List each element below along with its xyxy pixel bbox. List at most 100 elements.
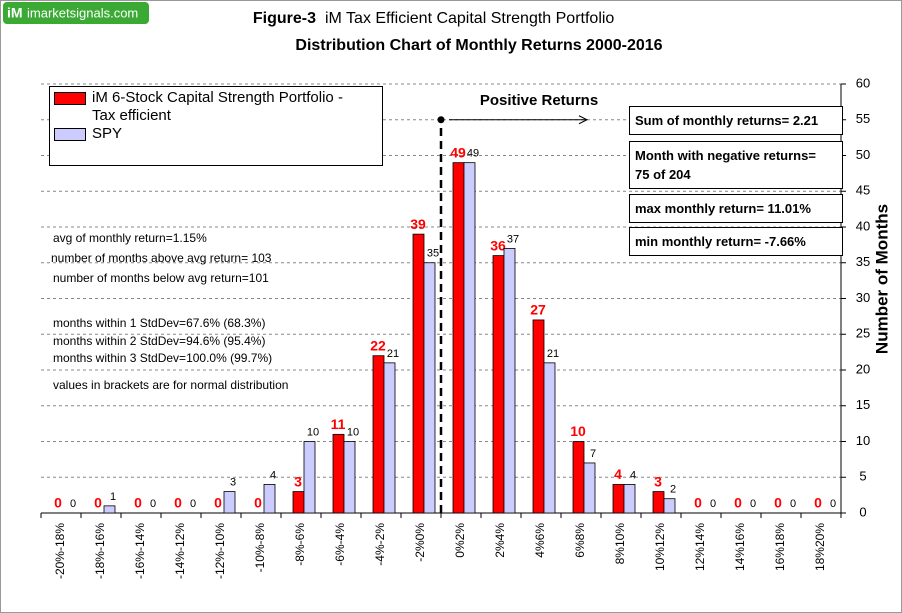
data-label: 22 — [370, 337, 386, 353]
bar — [292, 491, 305, 514]
stat-box: Month with negative returns= 75 of 204 — [629, 141, 843, 189]
x-tick-label: -14%-12% — [173, 523, 187, 579]
y-tick-label: 0 — [859, 504, 866, 519]
y-tick-label: 40 — [856, 218, 870, 233]
bar — [503, 248, 516, 514]
x-tick-label: -2%0% — [413, 523, 427, 562]
note: avg of monthly return=1.15% — [53, 231, 207, 245]
data-label: 0 — [710, 498, 716, 510]
x-tick-label: 14%16% — [733, 523, 747, 571]
note: months within 2 StdDev=94.6% (95.4%) — [53, 334, 265, 348]
x-tick-label: -6%-4% — [333, 523, 347, 566]
x-tick-label: -20%-18% — [53, 523, 67, 579]
y-axis-label: Number of Months — [872, 204, 891, 354]
y-tick-label: 45 — [856, 183, 870, 198]
data-label: 0 — [174, 495, 182, 511]
data-label: 7 — [590, 448, 596, 460]
data-label: 39 — [410, 216, 426, 232]
y-tick-label: 20 — [856, 361, 870, 376]
x-tick-label: 6%8% — [573, 523, 587, 558]
y-tick-label: 5 — [859, 469, 866, 484]
data-label: 27 — [530, 302, 546, 318]
note: number of months below avg return=101 — [53, 271, 269, 285]
bar — [532, 319, 545, 514]
data-label: 0 — [54, 495, 62, 511]
x-tick-label: 12%14% — [693, 523, 707, 571]
bar — [652, 491, 665, 514]
bar — [663, 498, 676, 514]
logo-site: imarketsignals.com — [27, 5, 138, 20]
y-tick-label: 55 — [856, 111, 870, 126]
bar — [103, 505, 116, 514]
stat-box: max monthly return= 11.01% — [629, 194, 843, 223]
data-label: 0 — [750, 498, 756, 510]
logo-mark: iM — [7, 5, 23, 21]
bar — [612, 483, 625, 514]
x-tick-label: 18%20% — [813, 523, 827, 571]
legend: iM 6-Stock Capital Strength Portfolio - … — [49, 86, 383, 166]
bar — [623, 483, 636, 514]
y-tick-label: 10 — [856, 433, 870, 448]
data-label: 4 — [630, 469, 636, 481]
data-label: 10 — [347, 426, 359, 438]
data-label: 0 — [254, 495, 262, 511]
legend-swatch — [54, 92, 86, 105]
stat-text: 75 of 204 — [635, 167, 691, 182]
data-label: 21 — [547, 348, 559, 360]
x-tick-label: -12%-10% — [213, 523, 227, 579]
data-label: 49 — [450, 144, 466, 160]
stat-text: Month with negative returns= — [635, 148, 816, 163]
bar — [343, 441, 356, 514]
data-label: 21 — [387, 348, 399, 360]
stat-box: min monthly return= -7.66% — [629, 227, 843, 256]
data-label: 3 — [654, 473, 662, 489]
x-tick-label: -8%-6% — [293, 523, 307, 566]
y-tick-label: 30 — [856, 290, 870, 305]
title-label: Figure-3 — [253, 10, 316, 27]
data-label: 10 — [570, 423, 586, 439]
x-tick-label: -10%-8% — [253, 523, 267, 573]
data-label: 0 — [814, 495, 822, 511]
y-tick-label: 25 — [856, 326, 870, 341]
data-label: 0 — [214, 495, 222, 511]
note: values in brackets are for normal distri… — [53, 378, 288, 392]
stat-text: Sum of monthly returns= 2.21 — [635, 113, 819, 128]
x-tick-label: 2%4% — [493, 523, 507, 558]
x-tick-label: 4%6% — [533, 523, 547, 558]
bar — [303, 441, 316, 514]
legend-entry: SPY — [54, 125, 378, 143]
legend-label: SPY — [92, 125, 123, 142]
data-label: 4 — [614, 466, 622, 482]
data-label: 36 — [490, 237, 506, 253]
data-label: 0 — [694, 495, 702, 511]
bar — [383, 362, 396, 514]
data-label: 0 — [190, 498, 196, 510]
data-label: 3 — [294, 473, 302, 489]
bar — [423, 262, 436, 514]
bar — [543, 362, 556, 514]
data-label: 3 — [230, 476, 236, 488]
data-label: 35 — [427, 248, 439, 260]
y-tick-label: 35 — [856, 254, 870, 269]
x-tick-label: -16%-14% — [133, 523, 147, 579]
x-tick-label: 8%10% — [613, 523, 627, 565]
data-label: 0 — [790, 498, 796, 510]
bar — [263, 483, 276, 514]
data-label: 0 — [70, 498, 76, 510]
bar — [332, 433, 345, 514]
bar — [583, 462, 596, 514]
positive-arrow-head — [578, 115, 589, 125]
data-label: 37 — [507, 233, 519, 245]
note: number of months above avg return= 103 — [51, 251, 272, 265]
y-tick-label: 60 — [856, 75, 870, 90]
note: months within 1 StdDev=67.6% (68.3%) — [53, 316, 265, 330]
chart-subtitle: Distribution Chart of Monthly Returns 20… — [295, 37, 662, 54]
chart-title: iM Tax Efficient Capital Strength Portfo… — [325, 10, 614, 27]
bar — [372, 355, 385, 514]
legend-entry: iM 6-Stock Capital Strength Portfolio - … — [54, 89, 378, 125]
stat-box: Sum of monthly returns= 2.21 — [629, 106, 843, 135]
note: months within 3 StdDev=100.0% (99.7%) — [53, 351, 272, 365]
legend-label: iM 6-Stock Capital Strength Portfolio - … — [92, 89, 343, 124]
